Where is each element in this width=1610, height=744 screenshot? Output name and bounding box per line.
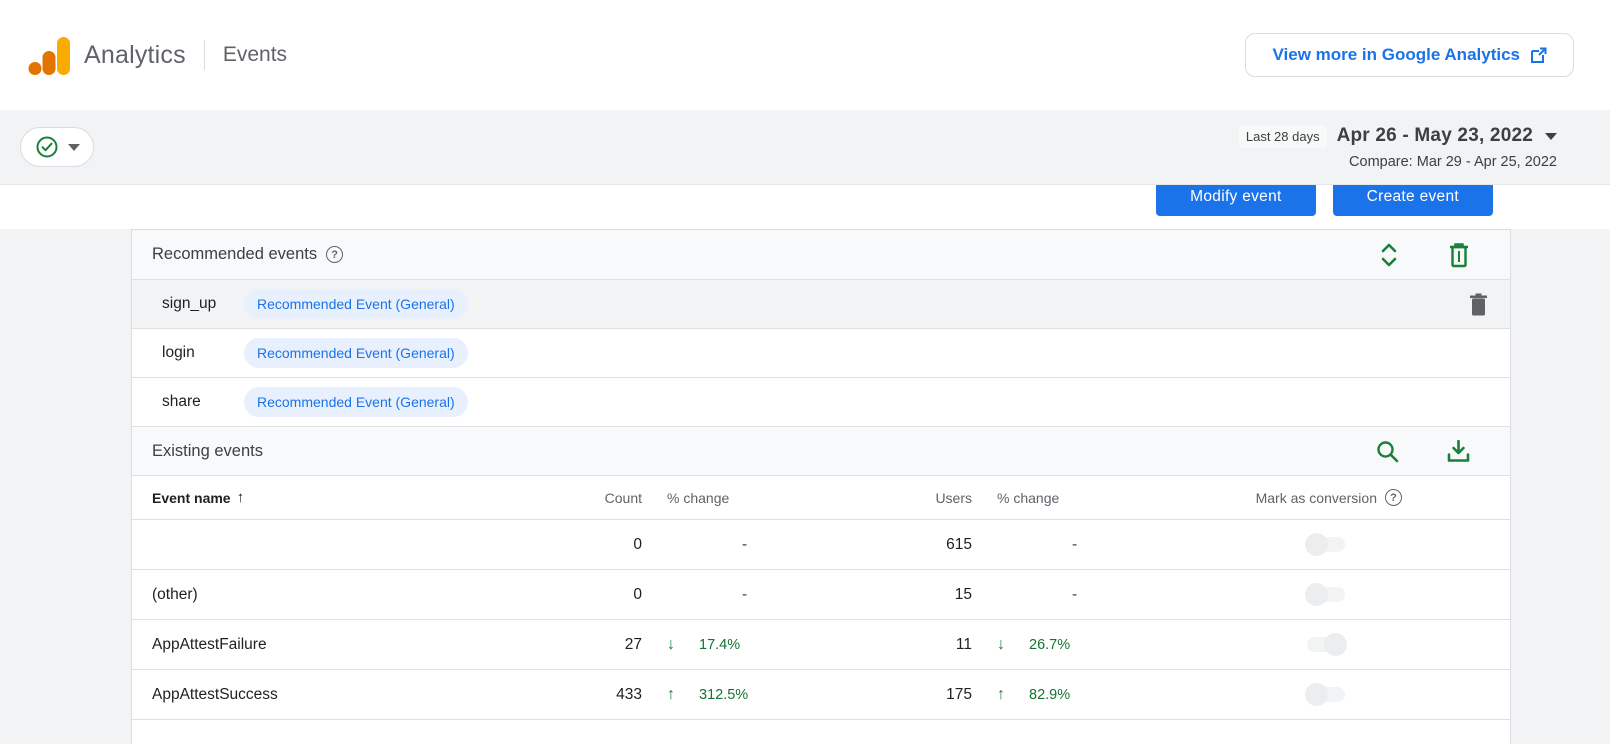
users-change-cell: - xyxy=(1072,585,1078,603)
users-cell: 11 xyxy=(955,635,972,653)
count-cell: 433 xyxy=(616,685,642,703)
users-cell: 175 xyxy=(946,685,972,703)
count-cell: 27 xyxy=(624,635,642,653)
count-cell: 0 xyxy=(633,535,642,553)
count-change-cell: 312.5% xyxy=(699,686,749,703)
column-users: Users xyxy=(935,489,972,506)
column-count: Count xyxy=(604,489,642,506)
download-icon xyxy=(1447,439,1470,462)
filter-bar: Last 28 days Apr 26 - May 23, 2022 Compa… xyxy=(0,110,1610,185)
users-change-cell: 26.7% xyxy=(1029,636,1071,653)
table-bottom-spacer xyxy=(132,719,1510,744)
trash-icon xyxy=(1450,242,1468,267)
sort-arrow-icon: ↑ xyxy=(236,489,245,506)
count-change-cell: - xyxy=(742,585,748,603)
recommended-row-share[interactable]: share Recommended Event (General) xyxy=(132,377,1510,426)
create-event-button[interactable]: Create event xyxy=(1332,185,1493,216)
recommended-events-title: Recommended events xyxy=(152,245,318,263)
conversion-help-icon[interactable]: ? xyxy=(1385,489,1402,506)
app-title: Analytics xyxy=(84,40,186,69)
conversion-toggle[interactable] xyxy=(1307,633,1347,656)
count-change-cell: - xyxy=(742,535,748,553)
recommended-event-badge: Recommended Event (General) xyxy=(244,387,468,417)
column-mark-as-conversion: Mark as conversion ? xyxy=(1162,489,1490,506)
download-button[interactable] xyxy=(1447,439,1470,463)
external-link-icon xyxy=(1531,47,1547,63)
events-table-header: Event name ↑ Count % change Users % chan… xyxy=(132,475,1510,519)
title-divider xyxy=(203,40,205,70)
table-row: (other) 0 - 15 - xyxy=(132,569,1510,619)
main-content: Recommended events ? xyxy=(0,229,1610,744)
conversion-toggle[interactable] xyxy=(1305,583,1345,606)
modify-event-button[interactable]: Modify event xyxy=(1156,185,1316,216)
users-change-cell: 82.9% xyxy=(1029,686,1071,703)
conversion-toggle[interactable] xyxy=(1305,683,1345,706)
recommended-help-icon[interactable]: ? xyxy=(326,246,344,263)
table-row: AppAttestSuccess 433 ↑ 312.5% 175 ↑ 82.9… xyxy=(132,669,1510,719)
date-range-selector[interactable]: Apr 26 - May 23, 2022 xyxy=(1336,125,1533,146)
trend-up-icon: ↑ xyxy=(667,685,675,703)
unfold-icon xyxy=(1381,243,1397,266)
event-name: login xyxy=(162,344,195,361)
recommended-event-badge: Recommended Event (General) xyxy=(244,338,468,368)
expand-collapse-button[interactable] xyxy=(1378,242,1400,268)
recommended-row-login[interactable]: login Recommended Event (General) xyxy=(132,328,1510,377)
recommended-events-header: Recommended events ? xyxy=(132,230,1510,279)
check-circle-icon xyxy=(36,136,57,158)
event-name: share xyxy=(162,393,201,410)
events-card: Recommended events ? xyxy=(131,229,1511,744)
dropdown-caret-icon xyxy=(67,143,80,151)
view-more-button[interactable]: View more in Google Analytics xyxy=(1245,33,1574,77)
count-cell: 0 xyxy=(633,585,642,603)
date-preset-badge: Last 28 days xyxy=(1238,124,1327,148)
recommended-event-badge: Recommended Event (General) xyxy=(244,289,468,319)
compare-range-label: Compare: Mar 29 - Apr 25, 2022 xyxy=(1349,153,1557,170)
view-more-label: View more in Google Analytics xyxy=(1272,45,1520,64)
users-cell: 615 xyxy=(946,535,972,553)
page-title: Events xyxy=(222,43,288,66)
toolbar-strip: Modify event Create event xyxy=(0,185,1610,229)
trend-up-icon: ↑ xyxy=(997,685,1005,703)
trash-filled-icon xyxy=(1470,293,1487,315)
existing-events-header: Existing events xyxy=(132,426,1510,475)
table-row: 0 - 615 - xyxy=(132,519,1510,569)
existing-events-title: Existing events xyxy=(152,441,263,460)
trend-down-icon: ↓ xyxy=(667,635,675,653)
event-name-cell: AppAttestFailure xyxy=(152,635,267,653)
conversion-toggle[interactable] xyxy=(1305,533,1345,556)
users-change-cell: - xyxy=(1072,535,1078,553)
delete-section-button[interactable] xyxy=(1448,242,1470,268)
date-caret-icon[interactable] xyxy=(1545,132,1557,140)
users-cell: 15 xyxy=(954,585,972,603)
status-filter-dropdown[interactable] xyxy=(20,127,94,167)
top-header: Analytics Events View more in Google Ana… xyxy=(0,0,1610,110)
search-icon xyxy=(1377,440,1399,462)
column-users-change: % change xyxy=(997,489,1060,506)
trend-down-icon: ↓ xyxy=(997,635,1005,653)
table-row: AppAttestFailure 27 ↓ 17.4% 11 ↓ 26.7% xyxy=(132,619,1510,669)
column-event-name[interactable]: Event name ↑ xyxy=(152,489,245,506)
analytics-logo-icon xyxy=(28,37,70,75)
count-change-cell: 17.4% xyxy=(699,636,741,653)
search-button[interactable] xyxy=(1376,440,1399,463)
delete-event-button[interactable] xyxy=(1469,293,1488,316)
event-name: sign_up xyxy=(162,295,217,312)
event-name-cell: (other) xyxy=(152,585,198,603)
recommended-row-sign-up[interactable]: sign_up Recommended Event (General) xyxy=(132,279,1510,328)
column-count-change: % change xyxy=(667,489,730,506)
event-name-cell: AppAttestSuccess xyxy=(152,685,278,703)
